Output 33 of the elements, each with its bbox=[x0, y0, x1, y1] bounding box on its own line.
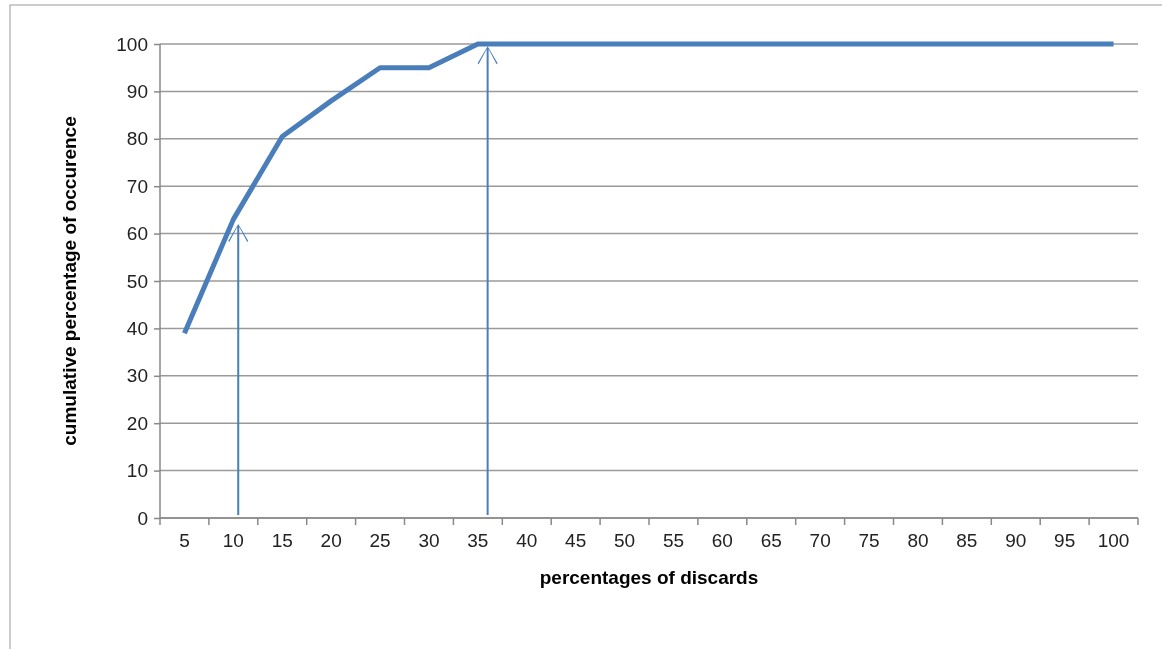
x-tick-label: 15 bbox=[271, 530, 293, 552]
x-tick-label: 90 bbox=[1005, 530, 1027, 552]
x-tick-label: 85 bbox=[956, 530, 978, 552]
x-tick-label: 100 bbox=[1097, 530, 1130, 552]
x-tick-label: 30 bbox=[418, 530, 440, 552]
x-tick-label: 70 bbox=[809, 530, 831, 552]
x-tick-label: 55 bbox=[662, 530, 685, 552]
y-tick-label: 40 bbox=[126, 317, 148, 339]
y-tick-label: 60 bbox=[126, 223, 148, 245]
x-tick-label: 95 bbox=[1054, 530, 1076, 552]
y-tick-label: 50 bbox=[126, 270, 148, 292]
x-tick-label: 40 bbox=[516, 530, 538, 552]
y-tick-label: 0 bbox=[137, 507, 148, 529]
x-tick-label: 75 bbox=[858, 530, 880, 552]
y-tick-label: 100 bbox=[116, 33, 148, 55]
x-tick-label: 45 bbox=[565, 530, 587, 552]
y-tick-label: 70 bbox=[126, 175, 148, 197]
x-tick-label: 65 bbox=[760, 530, 782, 552]
x-tick-label: 5 bbox=[179, 530, 190, 552]
y-tick-label: 80 bbox=[126, 128, 148, 150]
y-tick-label: 90 bbox=[126, 80, 148, 102]
x-tick-label: 25 bbox=[369, 530, 391, 552]
x-tick-label: 35 bbox=[467, 530, 489, 552]
x-tick-label: 60 bbox=[711, 530, 733, 552]
x-tick-label: 80 bbox=[907, 530, 929, 552]
x-tick-label: 20 bbox=[320, 530, 342, 552]
y-tick-label: 30 bbox=[126, 365, 148, 387]
y-tick-label: 10 bbox=[126, 460, 148, 482]
x-tick-label: 50 bbox=[613, 530, 636, 552]
x-axis-title: percentages of discards bbox=[539, 567, 759, 588]
y-tick-label: 20 bbox=[126, 412, 148, 434]
x-tick-label: 10 bbox=[222, 530, 244, 552]
y-axis-title: cumulative percentage of occurence bbox=[59, 116, 80, 446]
